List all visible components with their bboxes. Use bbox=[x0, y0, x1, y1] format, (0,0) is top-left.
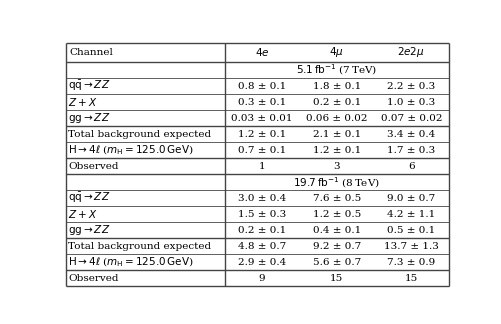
Text: Total background expected: Total background expected bbox=[68, 130, 211, 139]
Text: 13.7 ± 1.3: 13.7 ± 1.3 bbox=[383, 242, 438, 251]
Text: $Z + X$: $Z + X$ bbox=[68, 96, 97, 108]
Text: $2e2\mu$: $2e2\mu$ bbox=[397, 45, 424, 59]
Text: 1.0 ± 0.3: 1.0 ± 0.3 bbox=[386, 98, 435, 107]
Text: 15: 15 bbox=[330, 274, 343, 283]
Text: 1.7 ± 0.3: 1.7 ± 0.3 bbox=[386, 145, 435, 155]
Text: Total background expected: Total background expected bbox=[68, 242, 211, 251]
Text: 1.2 ± 0.5: 1.2 ± 0.5 bbox=[312, 210, 360, 219]
Text: 15: 15 bbox=[404, 274, 417, 283]
Text: Channel: Channel bbox=[69, 48, 113, 57]
Text: Observed: Observed bbox=[68, 162, 118, 170]
Text: 7.6 ± 0.5: 7.6 ± 0.5 bbox=[312, 194, 360, 203]
Text: 1.2 ± 0.1: 1.2 ± 0.1 bbox=[312, 145, 360, 155]
Text: 6: 6 bbox=[407, 162, 414, 170]
Text: 3: 3 bbox=[333, 162, 339, 170]
Text: $\mathrm{H} \to 4\ell$ ($m_\mathrm{H} = 125.0\,\mathrm{GeV}$): $\mathrm{H} \to 4\ell$ ($m_\mathrm{H} = … bbox=[68, 256, 193, 269]
Text: 0.4 ± 0.1: 0.4 ± 0.1 bbox=[312, 226, 360, 235]
Text: 0.7 ± 0.1: 0.7 ± 0.1 bbox=[237, 145, 286, 155]
Text: 0.3 ± 0.1: 0.3 ± 0.1 bbox=[237, 98, 286, 107]
Text: 2.2 ± 0.3: 2.2 ± 0.3 bbox=[386, 82, 435, 91]
Text: $\mathrm{q\bar{q}} \to ZZ$: $\mathrm{q\bar{q}} \to ZZ$ bbox=[68, 191, 110, 205]
Text: $\mathrm{q\bar{q}} \to ZZ$: $\mathrm{q\bar{q}} \to ZZ$ bbox=[68, 79, 110, 93]
Text: 9.0 ± 0.7: 9.0 ± 0.7 bbox=[386, 194, 435, 203]
Text: $4\mu$: $4\mu$ bbox=[329, 45, 343, 59]
Text: $19.7\,\mathrm{fb}^{-1}$ (8$\,$TeV): $19.7\,\mathrm{fb}^{-1}$ (8$\,$TeV) bbox=[293, 175, 379, 190]
Text: 0.2 ± 0.1: 0.2 ± 0.1 bbox=[237, 226, 286, 235]
Text: $5.1\,\mathrm{fb}^{-1}$ (7$\,$TeV): $5.1\,\mathrm{fb}^{-1}$ (7$\,$TeV) bbox=[296, 63, 376, 77]
Text: 4.8 ± 0.7: 4.8 ± 0.7 bbox=[237, 242, 286, 251]
Text: 2.1 ± 0.1: 2.1 ± 0.1 bbox=[312, 130, 360, 139]
Text: 4.2 ± 1.1: 4.2 ± 1.1 bbox=[386, 210, 435, 219]
Text: 0.5 ± 0.1: 0.5 ± 0.1 bbox=[386, 226, 435, 235]
Text: 9.2 ± 0.7: 9.2 ± 0.7 bbox=[312, 242, 360, 251]
Text: $Z + X$: $Z + X$ bbox=[68, 208, 97, 220]
Text: 0.2 ± 0.1: 0.2 ± 0.1 bbox=[312, 98, 360, 107]
Text: 3.4 ± 0.4: 3.4 ± 0.4 bbox=[386, 130, 435, 139]
Text: 0.03 ± 0.01: 0.03 ± 0.01 bbox=[231, 113, 292, 122]
Text: 1: 1 bbox=[258, 162, 265, 170]
Text: 7.3 ± 0.9: 7.3 ± 0.9 bbox=[386, 258, 435, 267]
Text: 1.8 ± 0.1: 1.8 ± 0.1 bbox=[312, 82, 360, 91]
Text: 9: 9 bbox=[258, 274, 265, 283]
Text: $4e$: $4e$ bbox=[255, 46, 269, 58]
Text: 1.5 ± 0.3: 1.5 ± 0.3 bbox=[237, 210, 286, 219]
Text: $\mathrm{H} \to 4\ell$ ($m_\mathrm{H} = 125.0\,\mathrm{GeV}$): $\mathrm{H} \to 4\ell$ ($m_\mathrm{H} = … bbox=[68, 143, 193, 157]
Text: 1.2 ± 0.1: 1.2 ± 0.1 bbox=[237, 130, 286, 139]
Text: 0.8 ± 0.1: 0.8 ± 0.1 bbox=[237, 82, 286, 91]
Text: Observed: Observed bbox=[68, 274, 118, 283]
Text: 0.07 ± 0.02: 0.07 ± 0.02 bbox=[380, 113, 441, 122]
Text: 5.6 ± 0.7: 5.6 ± 0.7 bbox=[312, 258, 360, 267]
Text: 3.0 ± 0.4: 3.0 ± 0.4 bbox=[237, 194, 286, 203]
Text: 0.06 ± 0.02: 0.06 ± 0.02 bbox=[305, 113, 367, 122]
Text: 2.9 ± 0.4: 2.9 ± 0.4 bbox=[237, 258, 286, 267]
Text: $\mathrm{gg} \to ZZ$: $\mathrm{gg} \to ZZ$ bbox=[68, 223, 110, 237]
Text: $\mathrm{gg} \to ZZ$: $\mathrm{gg} \to ZZ$ bbox=[68, 111, 110, 125]
